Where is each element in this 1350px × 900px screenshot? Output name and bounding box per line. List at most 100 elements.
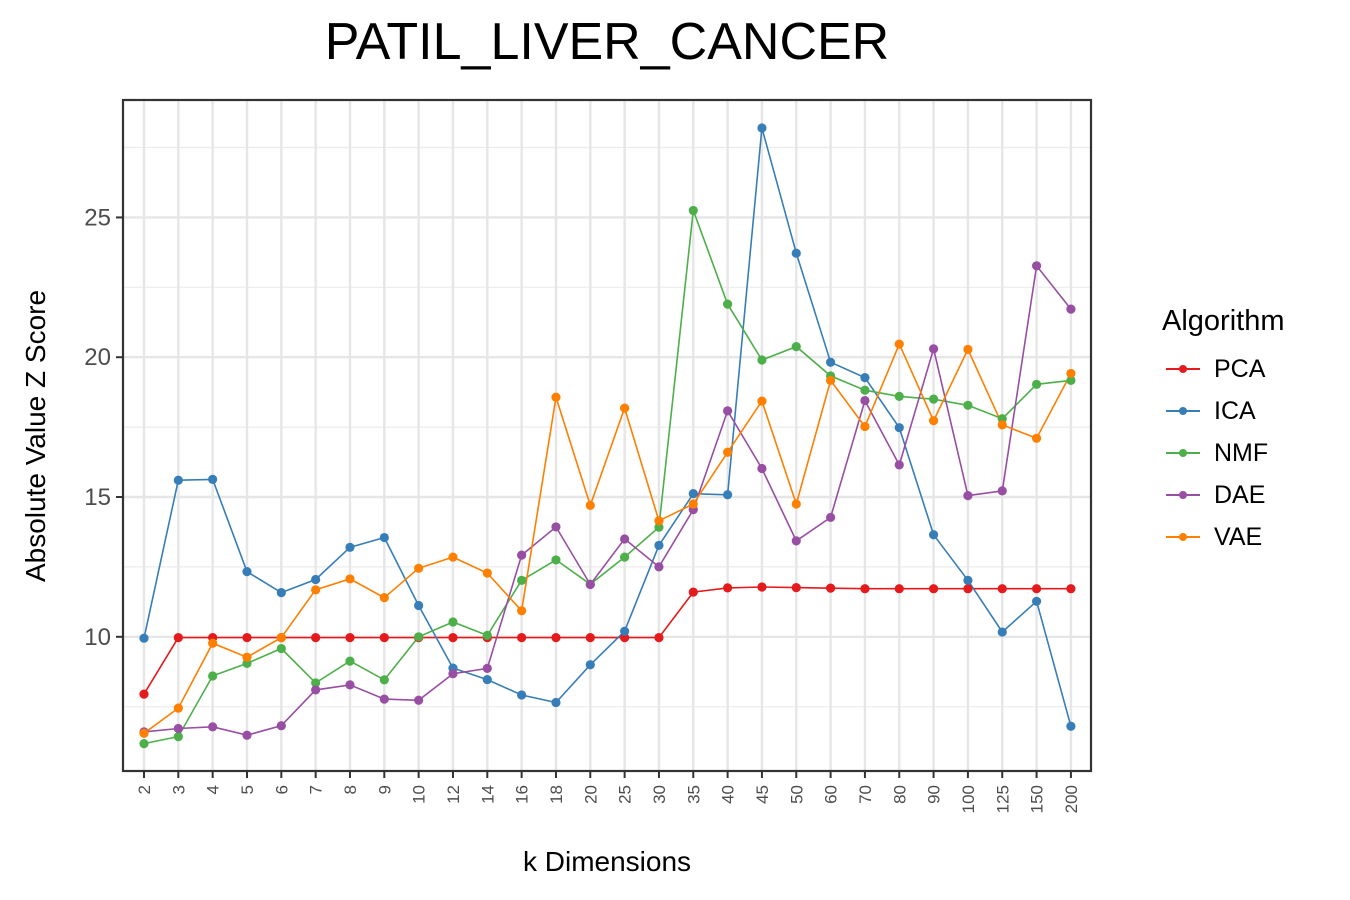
data-point-vae	[379, 593, 389, 603]
x-tick-label: 35	[684, 785, 703, 804]
legend-item-pca: PCA	[1162, 348, 1285, 390]
data-point-dae	[585, 579, 595, 590]
data-point-pca	[1031, 584, 1042, 594]
legend-label-dae: DAE	[1214, 480, 1266, 509]
data-point-nmf	[963, 400, 973, 410]
x-tick-label: 18	[547, 785, 566, 804]
x-tick-label: 9	[375, 785, 394, 794]
data-point-dae	[860, 395, 870, 406]
data-point-nmf	[517, 575, 527, 585]
data-point-vae	[620, 403, 630, 413]
data-point-pca	[894, 584, 904, 594]
legend-key-ica	[1162, 390, 1204, 432]
x-tick-label: 5	[238, 785, 257, 794]
data-point-ica	[482, 674, 492, 685]
data-point-dae	[208, 722, 218, 732]
data-point-vae	[276, 633, 286, 643]
data-point-pca	[585, 633, 595, 643]
data-point-nmf	[551, 555, 561, 565]
data-point-ica	[963, 575, 973, 585]
x-tick-label: 150	[1028, 785, 1047, 813]
data-point-ica	[723, 490, 733, 500]
series-line-vae	[143, 342, 1072, 734]
legend-label-nmf: NMF	[1214, 438, 1269, 467]
data-point-vae	[894, 339, 904, 349]
data-point-vae	[414, 563, 424, 573]
data-point-pca	[723, 583, 733, 593]
x-tick-label: 125	[993, 785, 1012, 813]
x-tick-label: 7	[307, 785, 326, 794]
data-point-pca	[242, 633, 252, 643]
data-point-ica	[585, 660, 595, 670]
data-point-vae	[139, 728, 149, 738]
panel-border	[121, 98, 1093, 773]
data-point-pca	[379, 633, 389, 643]
x-tick-label: 30	[650, 785, 669, 804]
data-point-vae	[997, 420, 1007, 430]
data-point-vae	[654, 516, 664, 526]
data-point-ica	[757, 123, 767, 133]
data-point-vae	[517, 606, 527, 616]
legend-key-nmf	[1162, 432, 1204, 474]
x-tick-label: 20	[581, 785, 600, 804]
chart-title: PATIL_LIVER_CANCER	[324, 13, 890, 71]
data-point-vae	[688, 499, 698, 509]
data-point-vae	[448, 552, 458, 562]
data-point-vae	[963, 344, 973, 354]
data-point-dae	[620, 534, 630, 544]
data-point-dae	[448, 669, 458, 679]
legend-label-pca: PCA	[1214, 354, 1266, 383]
data-point-pca	[311, 633, 321, 643]
data-point-nmf	[276, 643, 286, 654]
data-point-dae	[482, 663, 492, 673]
data-point-dae	[414, 695, 424, 705]
legend-title: Algorithm	[1162, 305, 1285, 337]
data-point-dae	[997, 486, 1007, 496]
series-line-pca	[143, 586, 1071, 695]
data-point-dae	[723, 406, 733, 416]
x-tick-label: 200	[1062, 785, 1081, 813]
data-point-pca	[791, 582, 801, 593]
legend-item-dae: DAE	[1162, 474, 1285, 516]
data-point-ica	[826, 357, 836, 367]
data-point-dae	[311, 685, 321, 695]
data-point-ica	[654, 540, 664, 550]
data-point-pca	[620, 633, 630, 643]
data-point-vae	[791, 499, 801, 509]
data-point-ica	[1066, 721, 1076, 731]
data-point-dae	[276, 721, 286, 731]
data-point-ica	[551, 697, 561, 708]
y-tick-label: 20	[84, 344, 111, 371]
y-tick-label: 25	[84, 204, 111, 231]
data-point-dae	[517, 550, 527, 560]
data-point-dae	[173, 723, 183, 734]
legend-label-ica: ICA	[1214, 396, 1256, 425]
data-point-nmf	[723, 299, 733, 309]
data-point-dae	[928, 344, 939, 354]
data-point-vae	[345, 574, 355, 584]
data-point-pca	[688, 587, 698, 597]
x-tick-label: 16	[513, 785, 532, 804]
data-point-pca	[1066, 584, 1076, 594]
x-tick-label: 70	[856, 785, 875, 804]
data-point-nmf	[379, 675, 389, 685]
x-tick-label: 80	[890, 785, 909, 804]
data-point-nmf	[208, 671, 218, 681]
data-point-pca	[826, 583, 836, 593]
data-point-ica	[208, 474, 218, 484]
legend-key-dae	[1162, 474, 1204, 516]
data-point-dae	[345, 680, 355, 690]
data-point-ica	[173, 475, 183, 485]
data-point-dae	[379, 694, 389, 704]
data-point-vae	[551, 392, 561, 402]
legend-key-pca	[1162, 348, 1204, 390]
data-point-nmf	[688, 205, 698, 216]
data-point-ica	[894, 423, 904, 433]
x-axis-label: k Dimensions	[522, 846, 692, 877]
data-point-pca	[997, 584, 1007, 594]
data-point-ica	[517, 690, 527, 700]
legend-label-vae: VAE	[1214, 522, 1263, 551]
legend-item-vae: VAE	[1162, 516, 1285, 558]
data-point-dae	[826, 512, 836, 523]
data-point-nmf	[345, 656, 355, 666]
